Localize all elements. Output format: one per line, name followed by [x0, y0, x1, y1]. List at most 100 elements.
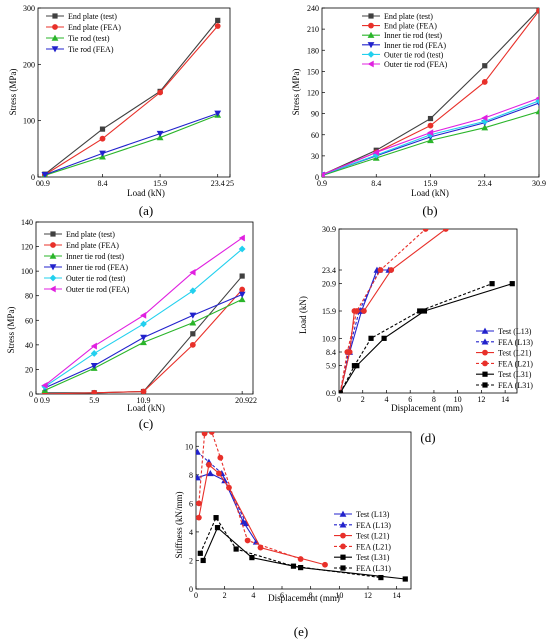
panel-d-y-tick-label: 30.9 [322, 225, 336, 234]
panel-d-series-3-point [442, 229, 449, 232]
panel-d-legend-entry: FEA (L31) [498, 381, 533, 390]
panel-e-legend-entry: FEA (L31) [356, 564, 391, 573]
panel-a-legend-marker [51, 46, 59, 53]
panel-a-series-3-line [44, 114, 218, 176]
panel-e-series-3-point [206, 461, 212, 468]
panel-a-x-tick-label: 23.4 [211, 179, 225, 188]
panel-c-legend: End plate (test) End plate (FEA) Inner tie… [44, 230, 130, 294]
panel-a-y-tick-label: 0 [31, 173, 35, 182]
panel-b-series-5-point [427, 131, 434, 139]
panel-e-series-1-point [196, 474, 201, 481]
panel-b-legend-marker [367, 60, 374, 68]
panel-a-y-tick-label: 300 [23, 4, 35, 13]
panel-d-y-tick-label: 5.9 [326, 362, 336, 371]
panel-a-series-2-point [157, 89, 164, 96]
panel-a-x-tick-label: 0 [36, 179, 40, 188]
panel-a-x-tick-label: 25 [226, 179, 234, 188]
panel-c-legend-marker [50, 231, 56, 237]
panel-c-y-tick-label: 120 [21, 243, 33, 252]
panel-e-series-4-point [196, 500, 202, 507]
panel-c-y-tick-label: 40 [25, 341, 33, 350]
panel-c-x-axis-label: Load (kN) [127, 403, 165, 413]
panel-e-y-tick-label: 4 [189, 528, 193, 537]
panel-c-series-4-point [238, 291, 246, 298]
panel-a-series-1-point [99, 126, 106, 132]
panel-a-series-1-line [44, 20, 219, 175]
panel-e-legend-entry: FEA (L13) [356, 521, 391, 530]
panel-e-frame [195, 431, 412, 590]
panel-d-legend-entry: Test (L31) [498, 370, 532, 379]
panel-b-series-5-point [481, 117, 489, 125]
panel-d-series-3-point [361, 308, 367, 314]
panel-d-y-tick-label: 15.9 [322, 307, 336, 316]
panel-d-x-axis-label: Displacement (mm) [391, 403, 463, 413]
panel-b-series-group [322, 8, 539, 177]
panel-e-series-5-point [214, 525, 221, 531]
panel-b-y-tick-label: 0 [315, 173, 319, 182]
panel-a-legend-entry: Tie rod (test) [68, 34, 110, 43]
panel-c-series-4-point [140, 334, 147, 341]
panel-e-series-1-point [206, 469, 214, 477]
panel-b-x-tick-label: 0.9 [317, 179, 327, 188]
panel-b-legend-marker [367, 42, 375, 49]
panel-d-y-tick-label: 10.9 [322, 334, 336, 343]
panel-b-series-5-point [372, 151, 380, 159]
panel-a-series-group [41, 17, 222, 177]
panel-e-series-3-line [198, 463, 326, 566]
panel-e-legend: Test (L13) FEA (L13) Test (L21)FEA (L21) Te… [334, 510, 391, 573]
panel-e-x-tick-label: 0 [194, 591, 198, 600]
panel-c-series-2-point [239, 286, 246, 293]
panel-a-series-2-point [99, 135, 106, 142]
panel-e-series-2-point [196, 448, 201, 455]
panel-d-x-tick-label: 14 [501, 395, 509, 404]
panel-e-y-tick-label: 6 [189, 499, 193, 508]
panel-e-x-tick-label: 2 [223, 591, 227, 600]
panel-d-legend-marker [481, 327, 489, 334]
panel-c-legend-marker [49, 274, 57, 282]
panel-a-legend-marker [52, 13, 58, 19]
panel-b-x-tick-label: 23.4 [478, 179, 492, 188]
panel-b-series-6-point [427, 129, 434, 137]
panel-d-legend-entry: Test (L13) [498, 327, 532, 336]
panel-e-series-6-point [290, 563, 297, 569]
panel-b-plot: 0.9 8.4 15.9 23.4 30.9 0 30 60 90 120 150 180 210 240… [307, 4, 546, 188]
panel-b-y-tick-label: 30 [311, 152, 319, 161]
panel-b: 0.9 8.4 15.9 23.4 30.9 0 30 60 90 120 150 180 210 240… [291, 4, 546, 218]
panel-e-series-5-point [402, 576, 408, 582]
panel-d-series-4-point [422, 229, 429, 232]
panel-c-y-tick-label: 0 [29, 390, 33, 399]
panel-d-x-tick-label: 6 [408, 395, 412, 404]
panel-c-series-group [41, 234, 246, 394]
panel-d-x-tick-label: 10 [454, 395, 462, 404]
panel-b-x-tick-label: 30.9 [532, 179, 546, 188]
panel-d-y-tick-label: 20.9 [322, 280, 336, 289]
panel-b-legend-marker [368, 13, 374, 19]
panel-c-y-tick-label: 80 [25, 292, 33, 301]
panel-d-series-group [339, 229, 515, 393]
panel-b-legend-entry: End plate (FEA) [384, 22, 437, 31]
panel-a-x-tick-label: 0.9 [40, 179, 50, 188]
panel-c-y-tick-label: 140 [21, 218, 33, 227]
panel-e-series-4-point [208, 432, 215, 435]
panel-c-series-6-point [90, 342, 97, 350]
panel-b-legend-entry: Outer tie rod (FEA) [384, 60, 448, 69]
panel-c-y-tick-label: 20 [25, 365, 33, 374]
panel-b-y-tick-label: 120 [307, 89, 319, 98]
panel-e-y-tick-label: 2 [189, 556, 193, 565]
panel-e-series-group [196, 432, 408, 582]
panel-e-series-4-point [201, 432, 208, 437]
panel-d-x-tick-label: 4 [384, 395, 388, 404]
panel-d-legend-marker [482, 382, 488, 388]
panel-b-legend-entry: Inner tie rod (FEA) [384, 41, 446, 50]
panel-c-y-tick-label: 100 [21, 267, 33, 276]
panel-e-legend-marker [339, 510, 347, 517]
panel-a-x-axis-label: Load (kN) [127, 188, 165, 198]
panel-b-series-2-point [481, 79, 488, 85]
panel-e-y-axis-label: Stiffness (kN/mm) [174, 491, 184, 558]
panel-b-legend-entry: Inner tie rod (test) [384, 31, 442, 40]
panel-d-legend-marker [482, 349, 488, 356]
panel-e-x-tick-label: 4 [251, 591, 255, 600]
